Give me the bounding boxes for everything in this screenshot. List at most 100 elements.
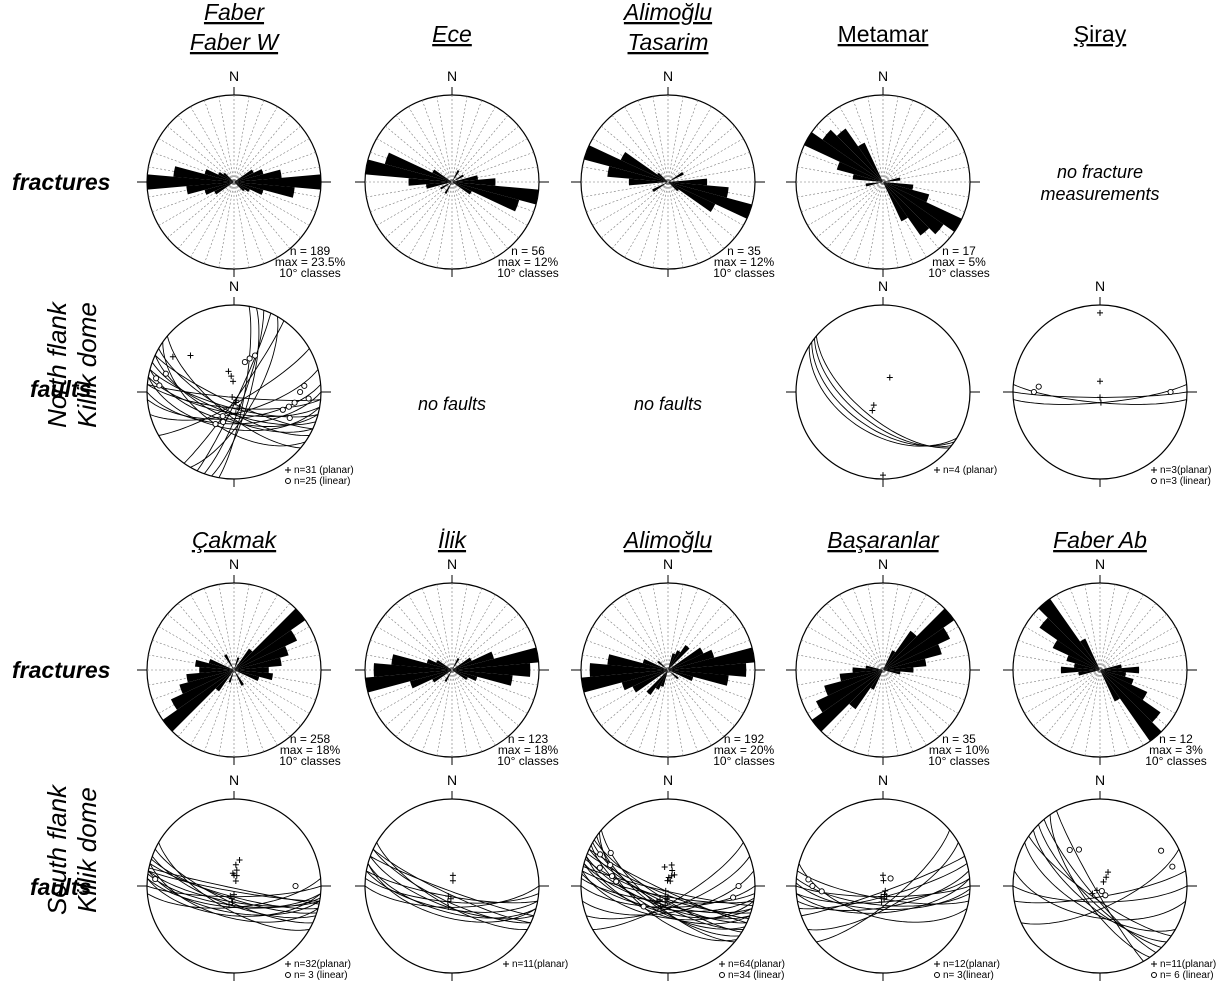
fault-plane-trace xyxy=(816,829,951,943)
fault-plane-trace xyxy=(166,335,301,449)
legend-pole-symbol xyxy=(285,467,291,473)
rose-petal xyxy=(214,182,234,195)
row-label-faults-south: faults xyxy=(30,874,91,900)
rose-gridline xyxy=(807,626,959,714)
rose-stat: max = 12% xyxy=(714,255,775,269)
rose-petal xyxy=(836,161,883,182)
stereo-legend-text: n=34 (linear) xyxy=(728,970,784,981)
rose-gridline xyxy=(190,106,278,258)
pole-point xyxy=(657,903,664,910)
flank-label-north-line1: North flank xyxy=(42,300,72,428)
site-title: Başaranlar xyxy=(827,527,940,553)
pole-point xyxy=(878,898,885,905)
rose-petal xyxy=(391,654,452,670)
rose-petal xyxy=(234,670,260,682)
rose-gridline xyxy=(582,166,754,198)
rose-petal xyxy=(646,670,668,695)
rose-petal xyxy=(452,175,479,182)
row-label-fractures-south: fractures xyxy=(12,657,110,683)
rose-gridline xyxy=(203,100,265,264)
rose-gridline xyxy=(436,96,468,268)
rose-stat: 10° classes xyxy=(497,266,559,280)
rose-stat: max = 3% xyxy=(1149,743,1203,757)
site-title: Faber xyxy=(204,0,265,25)
stereonet-outline xyxy=(364,798,540,974)
rose-petal xyxy=(452,670,478,682)
pole-point xyxy=(232,877,239,884)
stereo-legend-text: n=11(planar) xyxy=(512,959,568,970)
lineation-point xyxy=(1169,863,1176,870)
fault-plane-trace xyxy=(376,842,528,931)
rose-gridline xyxy=(624,594,712,746)
rose-petal xyxy=(811,670,883,732)
north-label: N xyxy=(229,556,239,572)
rose-gridline xyxy=(624,106,712,258)
fault-stereonet: Nn=31 (planar)n=25 (linear) xyxy=(137,278,354,487)
pole-point xyxy=(229,898,236,905)
lineation-point xyxy=(301,382,308,389)
fault-plane-trace xyxy=(183,320,285,464)
flank-label-north-line2: Killik dome xyxy=(72,302,102,428)
rose-petal xyxy=(1100,670,1134,685)
lineation-point xyxy=(1158,847,1165,854)
rose-petal xyxy=(432,169,452,182)
rose-petal xyxy=(452,182,539,205)
rose-gridline xyxy=(867,96,899,268)
rose-gridline xyxy=(436,96,468,268)
fault-plane-trace xyxy=(190,316,279,468)
rose-petal xyxy=(668,182,729,198)
rose-gridline xyxy=(385,125,519,239)
pole-point xyxy=(653,898,660,905)
rose-petal xyxy=(452,182,472,195)
pole-point xyxy=(169,353,176,360)
rose-gridline xyxy=(592,626,744,714)
rose-petal xyxy=(1080,638,1100,670)
lineation-point xyxy=(220,418,227,425)
rose-gridline xyxy=(1069,588,1131,752)
fault-plane-trace xyxy=(218,306,252,478)
rose-gridline xyxy=(592,626,744,714)
rose-gridline xyxy=(852,100,914,264)
lineation-point xyxy=(597,851,604,858)
fault-plane-trace xyxy=(796,882,970,911)
lineation-point xyxy=(291,399,298,406)
rose-gridline xyxy=(190,106,278,258)
lineation-point xyxy=(613,878,620,885)
rose-gridline xyxy=(366,166,538,198)
rose-petal xyxy=(1100,666,1140,674)
rose-gridline xyxy=(1014,654,1186,686)
rose-petal xyxy=(234,670,244,686)
pole-point xyxy=(668,861,675,868)
rose-petal xyxy=(204,182,234,195)
rose-petal xyxy=(173,166,234,182)
rose-petal xyxy=(1066,655,1100,670)
lineation-point xyxy=(609,873,616,880)
pole-point xyxy=(1097,394,1103,401)
pole-point xyxy=(445,893,452,900)
rose-gridline xyxy=(652,96,684,268)
rose-gridline xyxy=(586,639,750,701)
rose-petal xyxy=(1100,670,1120,702)
rose-petal xyxy=(655,670,668,690)
stereo-legend-text: n=32(planar) xyxy=(294,959,351,970)
rose-petal xyxy=(668,647,755,670)
rose-petal xyxy=(668,649,715,670)
rose-petal xyxy=(234,182,245,192)
rose-stat: n = 35 xyxy=(727,244,761,258)
rose-stat: n = 258 xyxy=(290,732,331,746)
north-label: N xyxy=(1095,556,1105,572)
rose-gridline xyxy=(158,138,310,226)
rose-petal xyxy=(1039,617,1100,670)
rose-petal xyxy=(1100,670,1127,677)
fault-stereonet: Nn=11(planar)n= 6 (linear) xyxy=(1003,772,1216,981)
rose-stat: n = 189 xyxy=(290,244,331,258)
rose-gridline xyxy=(395,115,509,249)
site-title: İlik xyxy=(438,527,468,553)
rose-petal xyxy=(824,670,883,696)
fault-plane-trace xyxy=(797,870,970,912)
